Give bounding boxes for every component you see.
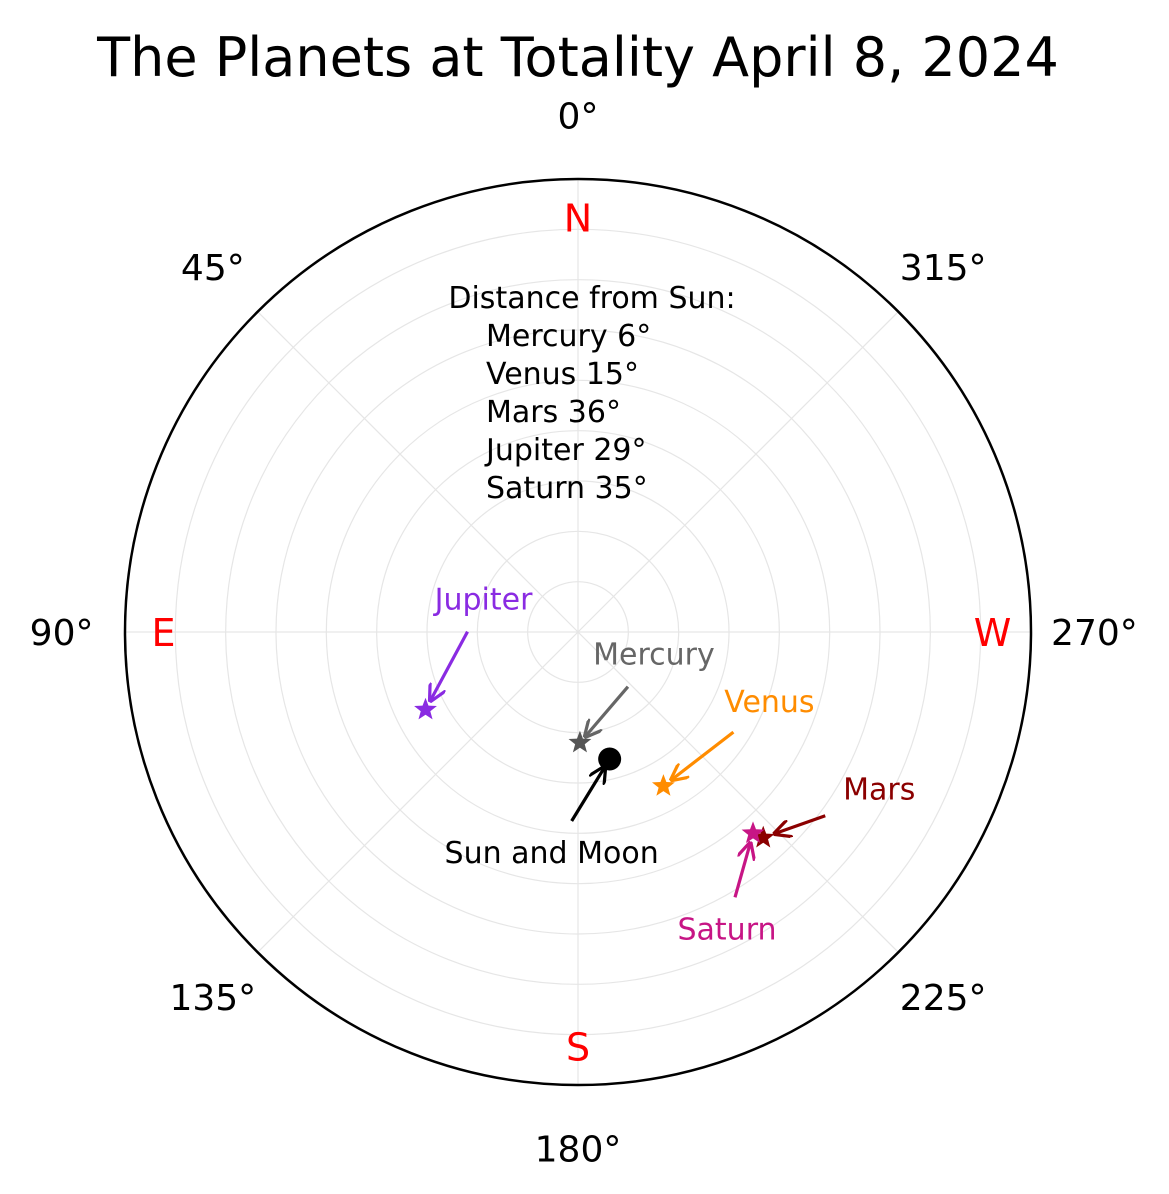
distance-line-mars: Mars 36° (486, 395, 621, 430)
mars-marker (751, 825, 775, 848)
distance-heading: Distance from Sun: (448, 281, 735, 316)
angle-tick-label: 90° (30, 613, 94, 654)
distance-line-venus: Venus 15° (486, 357, 639, 392)
grid-layer (125, 179, 1031, 1085)
saturn-arrow (733, 845, 750, 898)
angle-tick-label: 45° (181, 248, 245, 289)
mars-label: Mars (843, 773, 915, 808)
jupiter-marker (414, 697, 437, 720)
cardinal-labels: N E S W (151, 197, 1011, 1070)
arrows-layer (431, 630, 826, 898)
chart-title: The Planets at Totality April 8, 2024 (96, 26, 1059, 89)
angle-labels: 0° 45° 90° 135° 180° 225° 270° 315° (30, 97, 1138, 1171)
sun-and-moon-label: Sun and Moon (445, 836, 659, 871)
mercury-label: Mercury (593, 638, 715, 673)
venus-arrow (673, 730, 735, 779)
sun-and-moon-marker (598, 747, 622, 771)
venus-marker (651, 774, 675, 796)
angle-tick-label: 315° (900, 248, 987, 289)
jupiter-label: Jupiter (433, 583, 533, 618)
mars-arrow (776, 814, 826, 833)
angle-tick-label: 0° (558, 97, 599, 138)
mercury-arrow (586, 685, 630, 735)
cardinal-label-s: S (566, 1026, 590, 1070)
planet-labels: Sun and Moon Mercury Venus Mars Saturn Jupite… (433, 583, 916, 948)
angular-gridline (257, 311, 579, 633)
saturn-label: Saturn (677, 912, 776, 947)
angular-gridline (577, 631, 899, 953)
angle-tick-label: 225° (900, 978, 987, 1019)
angular-gridline (577, 311, 899, 633)
angular-gridline (257, 631, 579, 953)
outer-ring (123, 177, 1033, 1087)
sun-and-moon-arrow (570, 768, 604, 822)
markers-layer (414, 697, 775, 848)
distance-line-mercury: Mercury 6° (486, 319, 651, 354)
mercury-marker (568, 730, 592, 753)
angle-tick-label: 135° (169, 978, 256, 1019)
cardinal-label-n: N (564, 197, 592, 241)
cardinal-label-e: E (151, 611, 175, 655)
angle-tick-label: 180° (535, 1129, 622, 1170)
distance-line-saturn: Saturn 35° (486, 471, 648, 506)
cardinal-label-w: W (974, 611, 1012, 655)
distance-annotation: Distance from Sun: Mercury 6° Venus 15° … (448, 281, 735, 506)
angle-tick-label: 270° (1051, 613, 1138, 654)
distance-line-jupiter: Jupiter 29° (484, 433, 647, 468)
jupiter-arrow (431, 630, 469, 699)
venus-label: Venus (724, 685, 814, 720)
saturn-marker (741, 821, 765, 844)
